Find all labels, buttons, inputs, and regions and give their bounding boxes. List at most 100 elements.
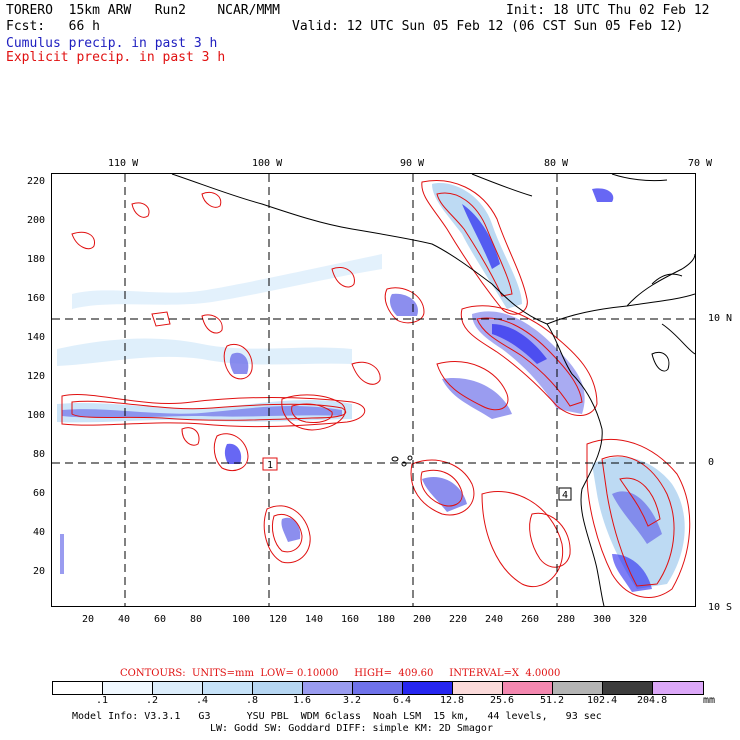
contour-legend: CONTOURS: UNITS=mm LOW= 0.10000 HIGH= 40… <box>120 668 561 679</box>
contour <box>213 433 249 471</box>
contour <box>351 361 381 385</box>
colorbar-level-label: .1 <box>96 695 109 706</box>
contour <box>436 192 513 297</box>
lat-label-10n: 10 N <box>708 313 733 324</box>
colorbar-level-label: 204.8 <box>637 695 668 706</box>
model-info: Model Info: V3.3.1 G3 YSU PBL WDM 6class… <box>72 711 602 722</box>
station-markers: 1 4 <box>262 457 572 501</box>
contour <box>271 514 303 553</box>
contour <box>181 427 200 446</box>
colorbar-level-label: 25.6 <box>490 695 515 706</box>
station-box <box>262 457 278 471</box>
lat-label-0: 0 <box>708 457 715 468</box>
contour <box>529 512 571 568</box>
station-label: 4 <box>562 490 568 501</box>
cumulus-cell <box>281 517 301 542</box>
y-index-label: 60 <box>33 488 46 499</box>
cumulus-cell <box>224 443 242 464</box>
colorbar-level-label: .8 <box>246 695 259 706</box>
colorbar-swatch <box>203 682 253 694</box>
x-index-label: 80 <box>190 614 203 625</box>
x-index-label: 220 <box>449 614 468 625</box>
colorbar-level-label: 1.6 <box>293 695 312 706</box>
colorbar-swatch <box>503 682 553 694</box>
y-index-label: 200 <box>27 215 46 226</box>
cumulus-cell <box>442 378 512 419</box>
explicit-precip-contours <box>61 180 691 598</box>
contour <box>436 361 509 411</box>
coastline-south-america-west <box>546 323 605 606</box>
coastlines <box>171 174 695 606</box>
contour <box>420 469 463 507</box>
colorbar-swatch <box>153 682 203 694</box>
contour <box>223 344 253 380</box>
coastline-hispaniola <box>611 174 668 182</box>
contour <box>281 394 346 431</box>
lon-label-100w: 100 W <box>252 158 283 169</box>
x-index-label: 120 <box>269 614 288 625</box>
coastline-north-island <box>651 273 683 285</box>
y-index-label: 140 <box>27 332 46 343</box>
lon-label-70w: 70 W <box>688 158 713 169</box>
model-title: TORERO 15km ARW Run2 NCAR/MMM <box>6 3 280 18</box>
x-index-label: 180 <box>377 614 396 625</box>
x-index-label: 20 <box>82 614 95 625</box>
precip-map-canvas: 1 4 <box>52 174 695 606</box>
station-label: 1 <box>267 460 273 471</box>
galapagos-island <box>401 461 407 467</box>
colorbar-swatch <box>303 682 353 694</box>
x-index-label: 40 <box>118 614 131 625</box>
colorbar-level-label: 102.4 <box>587 695 618 706</box>
colorbar-swatch <box>253 682 303 694</box>
colorbar-level-label: 51.2 <box>540 695 565 706</box>
cumulus-band <box>62 406 342 418</box>
contour <box>619 477 661 527</box>
contour <box>331 267 355 288</box>
y-index-label: 220 <box>27 176 46 187</box>
contour <box>131 202 150 218</box>
coastline-venezuela <box>626 253 695 307</box>
lon-label-80w: 80 W <box>544 158 569 169</box>
station-box <box>558 487 572 501</box>
colorbar-swatch <box>103 682 153 694</box>
coastline-cuba <box>471 174 533 197</box>
cumulus-band <box>57 338 352 366</box>
contour <box>263 505 311 564</box>
colorbar-swatch <box>553 682 603 694</box>
lon-label-90w: 90 W <box>400 158 425 169</box>
x-index-label: 300 <box>593 614 612 625</box>
contour <box>586 438 691 598</box>
y-index-label: 80 <box>33 449 46 460</box>
contour <box>460 305 598 416</box>
y-index-label: 100 <box>27 410 46 421</box>
contour <box>71 231 96 250</box>
cumulus-cell <box>432 183 522 309</box>
cumulus-cell <box>462 204 500 269</box>
precip-colorbar <box>52 681 704 695</box>
x-index-label: 320 <box>629 614 648 625</box>
colorbar-swatch <box>403 682 453 694</box>
contour <box>201 314 223 334</box>
x-index-label: 160 <box>341 614 360 625</box>
precip-map: 1 4 <box>51 173 696 607</box>
colorbar-level-label: .2 <box>146 695 159 706</box>
cumulus-cell <box>592 188 614 202</box>
contour <box>481 490 564 588</box>
contour <box>476 317 583 407</box>
colorbar-level-label: .4 <box>196 695 209 706</box>
lat-label-10s: 10 S <box>708 602 733 613</box>
contour <box>151 311 171 327</box>
cumulus-cell <box>389 293 418 316</box>
colorbar-units: mm <box>703 695 716 706</box>
explicit-field-label: Explicit precip. in past 3 h <box>6 50 226 65</box>
coastline-amazon <box>661 323 695 355</box>
contour <box>201 191 222 208</box>
y-index-label: 20 <box>33 566 46 577</box>
x-index-label: 100 <box>232 614 251 625</box>
colorbar-level-label: 6.4 <box>393 695 412 706</box>
cumulus-cell <box>422 476 467 512</box>
colorbar-swatch <box>453 682 503 694</box>
x-index-label: 240 <box>485 614 504 625</box>
contour <box>71 400 347 421</box>
y-index-label: 180 <box>27 254 46 265</box>
